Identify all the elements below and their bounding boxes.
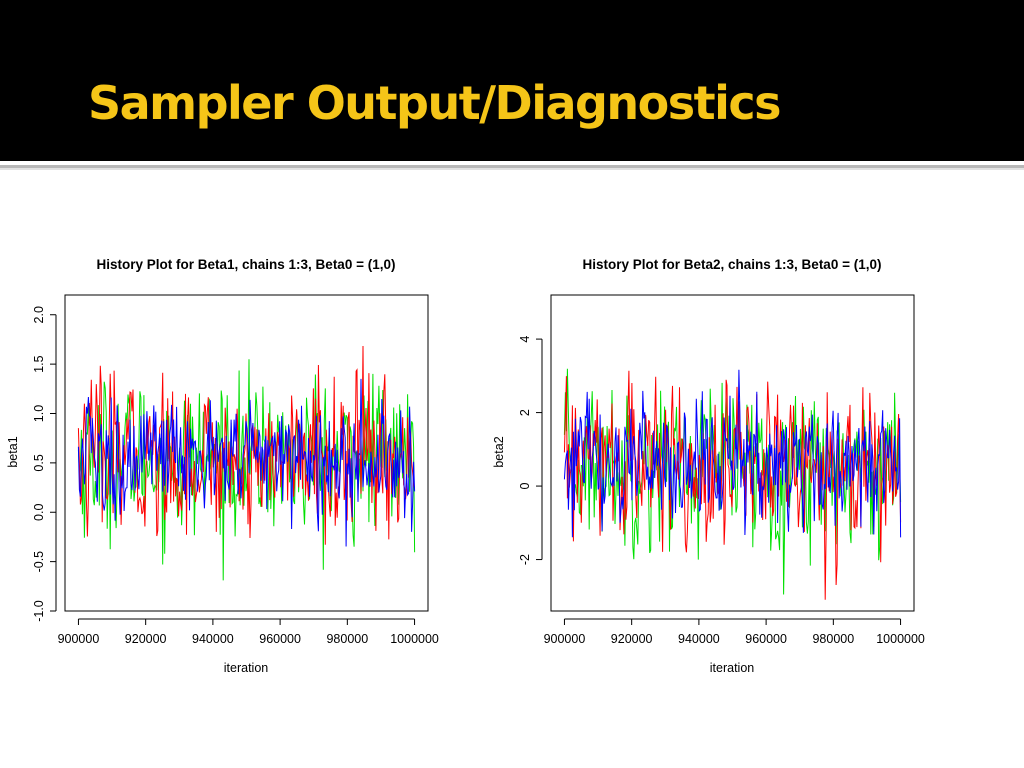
y-tick-label: 2.0: [32, 306, 46, 323]
y-tick-label: -2: [518, 554, 532, 565]
chain-2-trace: [77, 345, 416, 545]
series-group: [77, 345, 416, 581]
beta2-history-chart: History Plot for Beta2, chains 1:3, Beta…: [492, 257, 925, 675]
x-tick-label: 940000: [678, 632, 720, 646]
slide-title: Sampler Output/Diagnostics: [88, 76, 782, 130]
y-tick-label: 4: [518, 336, 532, 343]
chain-1-trace: [563, 368, 902, 595]
chain-3-trace: [563, 369, 902, 538]
x-tick-label: 940000: [192, 632, 234, 646]
x-axis-label: iteration: [224, 661, 269, 675]
plot-frame: [64, 294, 429, 612]
chain-3-trace: [77, 378, 416, 547]
x-tick-label: 900000: [544, 632, 586, 646]
x-tick-label: 960000: [745, 632, 787, 646]
y-axis-label: beta1: [6, 436, 20, 467]
y-tick-label: 2: [518, 409, 532, 416]
plot-area: 900000 920000 940000 960000 980000 1000000 -1.…: [32, 294, 439, 646]
series-group: [563, 368, 902, 600]
y-tick-label: 0.5: [32, 454, 46, 471]
x-tick-label: 900000: [58, 632, 100, 646]
chart-title: History Plot for Beta2, chains 1:3, Beta…: [583, 257, 882, 272]
slide-header: [0, 0, 1024, 161]
header-divider-shadow: [0, 168, 1024, 170]
x-axis: 900000 920000 940000 960000 980000 1000000: [544, 618, 925, 646]
x-tick-label: 1000000: [876, 632, 925, 646]
x-axis: 900000 920000 940000 960000 980000 1000000: [58, 618, 439, 646]
y-tick-label: 0: [518, 483, 532, 490]
x-tick-label: 980000: [812, 632, 854, 646]
x-tick-label: 920000: [125, 632, 167, 646]
x-tick-label: 980000: [326, 632, 368, 646]
plot-area: 900000 920000 940000 960000 980000 1000000 -2 0…: [518, 294, 925, 646]
x-tick-label: 920000: [611, 632, 653, 646]
y-axis-label: beta2: [492, 436, 506, 467]
chart-title: History Plot for Beta1, chains 1:3, Beta…: [97, 257, 396, 272]
beta1-history-chart: History Plot for Beta1, chains 1:3, Beta…: [6, 257, 439, 675]
x-axis-label: iteration: [710, 661, 755, 675]
y-tick-label: -1.0: [32, 600, 46, 622]
header-divider: [0, 165, 1024, 168]
y-axis: -1.0 -0.5 0.0 0.5 1.0 1.5 2.0: [32, 306, 57, 622]
y-tick-label: 1.5: [32, 355, 46, 372]
y-tick-label: 0.0: [32, 504, 46, 521]
x-tick-label: 960000: [259, 632, 301, 646]
y-tick-label: 1.0: [32, 405, 46, 422]
y-tick-label: -0.5: [32, 551, 46, 573]
x-tick-label: 1000000: [390, 632, 439, 646]
y-axis: -2 0 2 4: [518, 336, 543, 565]
plot-frame: [550, 294, 915, 612]
